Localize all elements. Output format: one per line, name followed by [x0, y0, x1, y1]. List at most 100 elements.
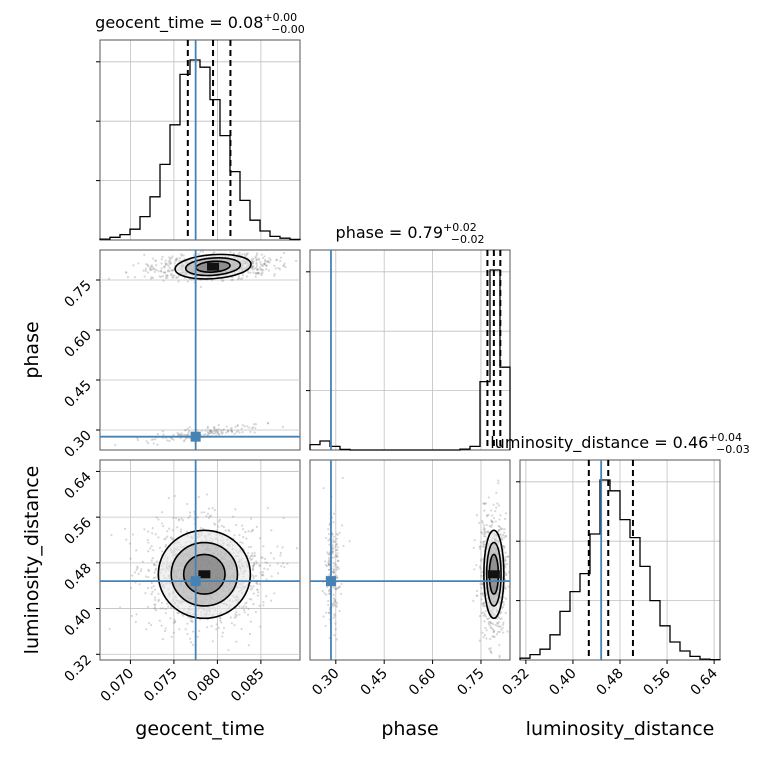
lumdist-geocent-point: [253, 555, 256, 558]
lumdist-geocent-ytick-label: 0.40: [61, 606, 94, 639]
phase-geocent-lower-point: [216, 431, 219, 435]
phase-geocent-point: [275, 258, 278, 262]
lumdist-phase-left-point: [335, 537, 338, 540]
lumdist-phase-point: [480, 531, 483, 534]
phase-geocent-point: [160, 270, 163, 273]
lumdist-phase-point: [489, 621, 492, 625]
lumdist-geocent-point: [173, 618, 176, 622]
lumdist-geocent-point: [251, 529, 254, 532]
lumdist-phase-point: [504, 551, 507, 554]
lumdist-geocent-point: [150, 582, 153, 585]
lumdist-phase-point: [482, 635, 485, 639]
phase-geocent-lower-point: [236, 424, 239, 427]
lumdist-geocent-point: [253, 551, 256, 554]
phase-geocent-point: [251, 265, 254, 268]
lumdist-geocent-point: [164, 537, 167, 540]
lumdist-phase-point: [500, 536, 503, 539]
lumdist-geocent-point: [252, 563, 256, 566]
lumdist-geocent-point: [249, 620, 252, 623]
lumdist-geocent-point: [190, 620, 193, 623]
phase-geocent-point: [157, 270, 160, 273]
phase-geocent-point: [263, 263, 267, 266]
lumdist-phase-left-point: [333, 613, 336, 616]
phase-geocent-point: [173, 274, 176, 277]
lumdist-geocent-point: [161, 550, 164, 553]
phase-geocent-point: [259, 261, 262, 264]
lumdist-phase-left-point: [326, 585, 329, 589]
phase-geocent-point: [175, 259, 178, 262]
lumdist-geocent-point: [251, 564, 255, 567]
lumdist-geocent-point: [155, 560, 158, 563]
lumdist-phase-left-point: [335, 638, 338, 641]
lumdist-geocent-point: [178, 628, 181, 631]
phase-geocent-lower-point: [212, 429, 216, 432]
lumdist-geocent-point: [147, 530, 150, 533]
lumdist-phase-point: [497, 479, 500, 482]
lumdist-geocent-point: [252, 577, 255, 580]
phase-geocent-lower-point: [251, 427, 254, 430]
lumdist-phase-point: [489, 647, 492, 650]
lumdist-phase-left-point: [332, 547, 335, 550]
phase-geocent-lower-point: [233, 432, 236, 435]
phase-geocent-lower-point: [154, 438, 157, 441]
phase-geocent-point: [260, 273, 263, 277]
phase-geocent-lower-point: [248, 426, 251, 429]
phase-geocent-point: [267, 260, 270, 264]
lumdist-geocent-point: [154, 564, 157, 567]
phase-geocent-point: [255, 258, 258, 262]
lumdist-geocent-point: [217, 525, 220, 528]
lumdist-geocent-point: [276, 562, 279, 565]
lumdist-phase-left-point: [334, 540, 337, 543]
phase-geocent-lower-point: [136, 437, 139, 440]
phase-geocent-lower-point: [161, 430, 164, 433]
lumdist-phase-point: [506, 630, 509, 633]
lumdist-geocent-point: [255, 560, 258, 563]
lumdist-geocent-point: [258, 604, 261, 607]
lumdist-geocent-point: [160, 601, 164, 605]
lumdist-phase-point: [503, 536, 506, 539]
phase-geocent-point: [265, 260, 268, 263]
lumdist-geocent-point: [215, 623, 218, 626]
phase-geocent-point: [251, 262, 254, 265]
lumdist-phase-point: [479, 541, 482, 544]
lumdist-geocent-point: [157, 592, 160, 595]
xlabel-geocent-time: geocent_time: [135, 718, 264, 740]
phase-geocent-lower-point: [136, 438, 139, 442]
phase-geocent-point: [149, 277, 153, 280]
phase-geocent-point: [262, 269, 265, 272]
phase-geocent-point: [251, 266, 254, 270]
lumdist-geocent-point: [270, 575, 273, 578]
lumdist-geocent-point: [219, 617, 222, 620]
lumdist-phase-left-point: [335, 568, 339, 571]
phase-geocent-point: [167, 269, 170, 272]
phase-geocent-lower-point: [182, 433, 185, 436]
lumdist-phase-point: [492, 629, 496, 632]
lumdist-geocent-point: [130, 586, 133, 590]
phase-geocent-point: [255, 252, 259, 255]
lumdist-geocent-point: [281, 562, 285, 565]
lumdist-phase-left-point: [331, 548, 334, 551]
phase-geocent-lower-point: [188, 437, 191, 440]
lumdist-phase-point: [505, 535, 508, 538]
lumdist-geocent-point: [152, 576, 155, 580]
lumdist-phase-left-point: [332, 512, 336, 515]
phase-geocent-lower-point: [213, 427, 216, 431]
lumdist-phase-left-point: [333, 598, 336, 602]
lumdist-geocent-point: [136, 566, 139, 570]
lumdist-geocent-point: [258, 563, 262, 567]
lumdist-phase-point: [498, 518, 501, 521]
phase-geocent-point: [163, 265, 166, 269]
lumdist-phase-left-point: [334, 601, 337, 604]
phase-geocent-lower-point: [253, 431, 256, 434]
lumdist-geocent-point: [258, 583, 261, 586]
lumdist-phase-left-point: [323, 592, 326, 595]
lumdist-geocent-point: [150, 559, 153, 562]
lumdist-geocent-point: [196, 516, 199, 519]
lumdist-geocent-ytick-label: 0.32: [61, 652, 94, 685]
lumdist-phase-point: [504, 559, 507, 562]
lumdist-phase-point: [483, 502, 486, 506]
lumdist-geocent-point: [152, 584, 155, 588]
lumdist-phase-point: [482, 601, 486, 604]
lumdist-geocent-point: [261, 570, 264, 574]
phase-geocent-point: [257, 272, 260, 275]
